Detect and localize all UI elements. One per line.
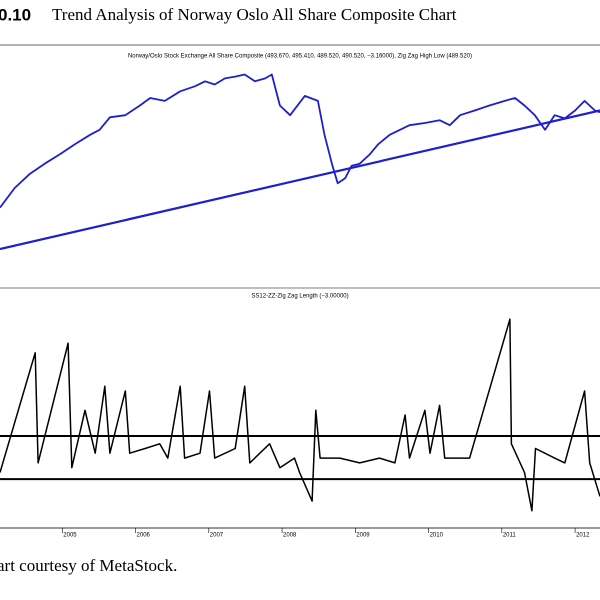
x-tick-label: 2012	[576, 533, 590, 539]
price-line	[0, 73, 600, 209]
x-tick-label: 2005	[63, 533, 77, 539]
x-tick-label: 2007	[210, 533, 224, 539]
top-panel-frame	[0, 44, 600, 529]
bottom-panel-title: SS12-ZZ-Zig Zag Length (−3.00000)	[251, 294, 348, 300]
x-tick-label: 2008	[283, 533, 297, 539]
x-tick-label: 2009	[356, 533, 370, 539]
figure-title: Trend Analysis of Norway Oslo All Share …	[52, 5, 457, 24]
price-line	[0, 318, 600, 512]
top-panel-title: Norway/Oslo Stock Exchange All Share Com…	[128, 54, 472, 60]
trend-line	[0, 109, 600, 251]
figure-number: 0.10	[0, 5, 31, 24]
x-tick-label: 2010	[430, 533, 444, 539]
x-tick-label: 2011	[503, 533, 517, 539]
x-tick-label: 2006	[137, 533, 151, 539]
figure-caption: art courtesy of MetaStock.	[0, 556, 177, 575]
